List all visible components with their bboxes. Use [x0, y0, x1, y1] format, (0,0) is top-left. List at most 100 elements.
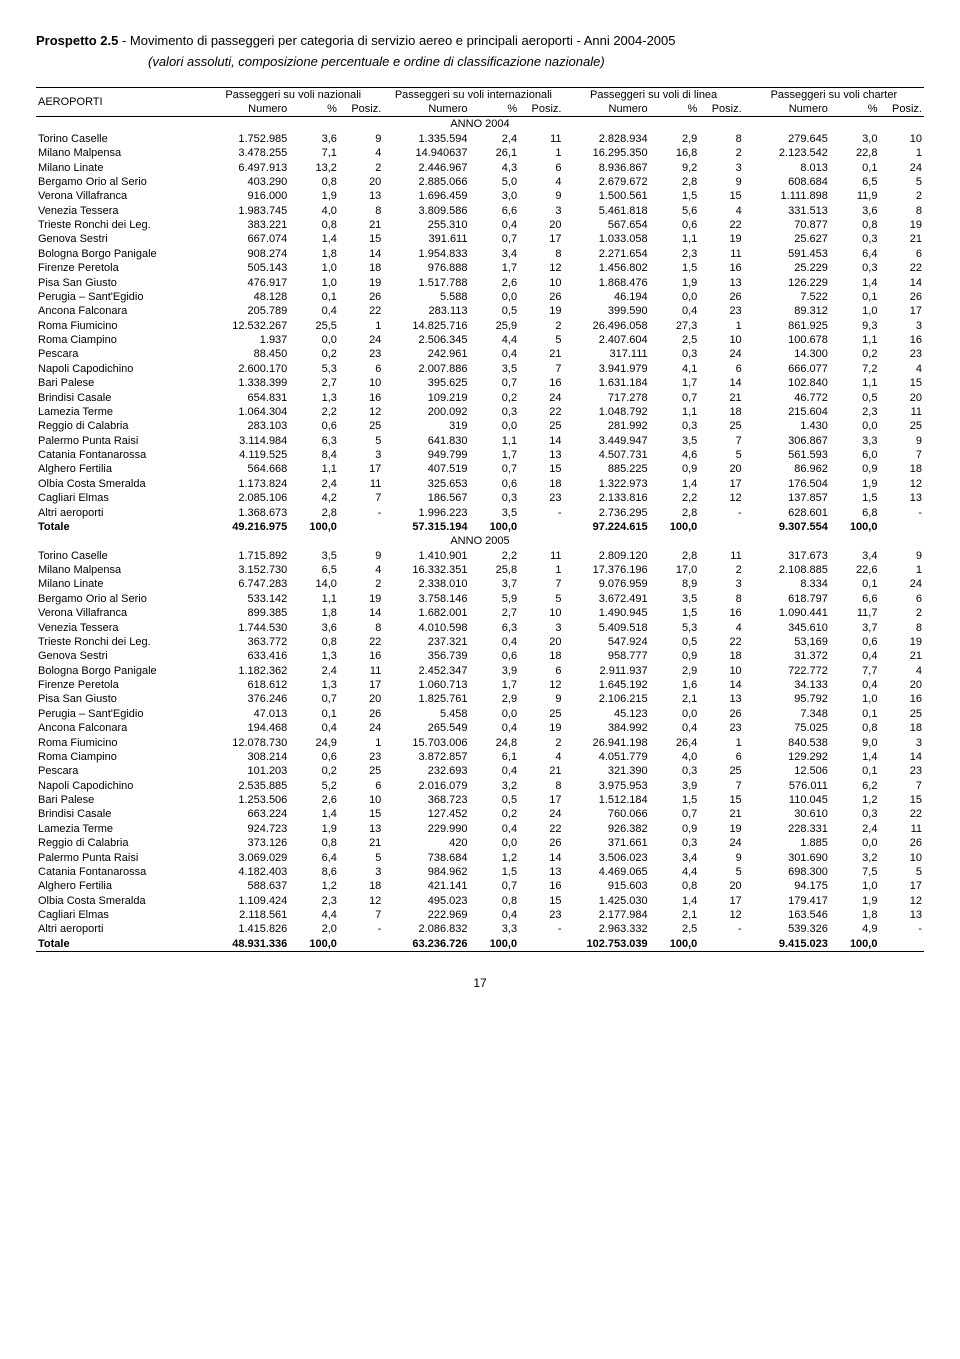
cell: 1.512.184 — [563, 793, 649, 807]
cell: 0,4 — [289, 304, 339, 318]
cell: 6,1 — [469, 750, 519, 764]
airport-name: Torino Caselle — [36, 132, 203, 146]
cell: 21 — [879, 232, 924, 246]
table-row: Catania Fontanarossa4.119.5258,43949.799… — [36, 448, 924, 462]
cell: 110.045 — [744, 793, 830, 807]
table-row: Reggio di Calabria373.1260,8214200,02637… — [36, 836, 924, 850]
table-row: Reggio di Calabria283.1030,6253190,02528… — [36, 419, 924, 433]
cell: 8 — [519, 779, 563, 793]
cell: 0,4 — [469, 764, 519, 778]
cell: 1,6 — [650, 678, 700, 692]
cell: 926.382 — [563, 822, 649, 836]
cell: 306.867 — [744, 434, 830, 448]
cell: 2,8 — [289, 505, 339, 519]
cell: 11 — [879, 822, 924, 836]
cell: 1.490.945 — [563, 606, 649, 620]
cell: 6 — [519, 160, 563, 174]
airport-name: Lamezia Terme — [36, 822, 203, 836]
cell: 2 — [879, 189, 924, 203]
cell: 179.417 — [744, 894, 830, 908]
cell: 9.076.959 — [563, 577, 649, 591]
cell: 3,2 — [830, 850, 880, 864]
cell: 2.016.079 — [383, 779, 469, 793]
cell: 0,6 — [289, 419, 339, 433]
table-row: Bergamo Orio al Serio403.2900,8202.885.0… — [36, 175, 924, 189]
group-charter: Passeggeri su voli charter — [744, 88, 924, 102]
airport-name: Bergamo Orio al Serio — [36, 592, 203, 606]
cell: 8.013 — [744, 160, 830, 174]
cell: 34.133 — [744, 678, 830, 692]
subcol-%: % — [289, 102, 339, 116]
cell: 0,3 — [830, 807, 880, 821]
cell: 1,0 — [289, 275, 339, 289]
table-row: Bergamo Orio al Serio533.1421,1193.758.1… — [36, 592, 924, 606]
cell: 0,3 — [650, 836, 700, 850]
cell: 18 — [879, 462, 924, 476]
cell: 6 — [339, 362, 383, 376]
cell: 4.051.779 — [563, 750, 649, 764]
cell: 1,1 — [650, 405, 700, 419]
cell: 12.078.730 — [203, 735, 289, 749]
cell: 25.229 — [744, 261, 830, 275]
cell: 16,8 — [650, 146, 700, 160]
cell: 1.983.745 — [203, 204, 289, 218]
cell: 26 — [339, 707, 383, 721]
cell: 22 — [879, 261, 924, 275]
cell: 23 — [699, 304, 743, 318]
cell: 11 — [699, 549, 743, 563]
cell: 100,0 — [650, 520, 700, 534]
cell: 2.679.672 — [563, 175, 649, 189]
cell: 1.696.459 — [383, 189, 469, 203]
cell: 0,7 — [469, 376, 519, 390]
cell: 228.331 — [744, 822, 830, 836]
cell: 1,0 — [830, 304, 880, 318]
cell: 25 — [519, 707, 563, 721]
cell: 6 — [699, 362, 743, 376]
cell: 0,7 — [469, 232, 519, 246]
cell: 26 — [519, 836, 563, 850]
table-row: Trieste Ronchi dei Leg.383.2210,821255.3… — [36, 218, 924, 232]
cell: 663.224 — [203, 807, 289, 821]
cell — [879, 937, 924, 951]
cell: 18 — [699, 649, 743, 663]
cell: 0,8 — [289, 175, 339, 189]
cell: 9 — [879, 434, 924, 448]
cell: 18 — [519, 477, 563, 491]
cell: 22 — [339, 304, 383, 318]
cell: 9.307.554 — [744, 520, 830, 534]
cell: 3,2 — [469, 779, 519, 793]
cell: 14.300 — [744, 347, 830, 361]
cell: 100,0 — [830, 937, 880, 951]
cell: 23 — [519, 491, 563, 505]
table-row: Olbia Costa Smeralda1.173.8242,411325.65… — [36, 477, 924, 491]
cell: 19 — [879, 218, 924, 232]
cell: 0,8 — [289, 635, 339, 649]
airport-name: Napoli Capodichino — [36, 362, 203, 376]
cell: 915.603 — [563, 879, 649, 893]
table-row: Firenze Peretola505.1431,018976.8881,712… — [36, 261, 924, 275]
cell: 6 — [339, 779, 383, 793]
table-row: Bologna Borgo Panigale908.2741,8141.954.… — [36, 247, 924, 261]
cell: 3.809.586 — [383, 204, 469, 218]
cell: 279.645 — [744, 132, 830, 146]
table-row: Milano Linate6.747.28314,022.338.0103,77… — [36, 577, 924, 591]
cell: 19 — [519, 304, 563, 318]
cell: 7,5 — [830, 865, 880, 879]
cell: 547.924 — [563, 635, 649, 649]
table-row: Roma Ciampino308.2140,6233.872.8576,144.… — [36, 750, 924, 764]
cell: 717.278 — [563, 390, 649, 404]
cell: 2 — [699, 563, 743, 577]
table-row: Verona Villafranca916.0001,9131.696.4593… — [36, 189, 924, 203]
cell: 75.025 — [744, 721, 830, 735]
cell: 1,5 — [469, 865, 519, 879]
cell: 12 — [519, 261, 563, 275]
cell: 2.535.885 — [203, 779, 289, 793]
cell: 22 — [699, 218, 743, 232]
cell: 3.069.029 — [203, 850, 289, 864]
cell: 2.963.332 — [563, 922, 649, 936]
cell: 561.593 — [744, 448, 830, 462]
cell: 356.739 — [383, 649, 469, 663]
cell: 3 — [699, 577, 743, 591]
cell: 10 — [699, 333, 743, 347]
year-label: ANNO 2005 — [36, 534, 924, 548]
